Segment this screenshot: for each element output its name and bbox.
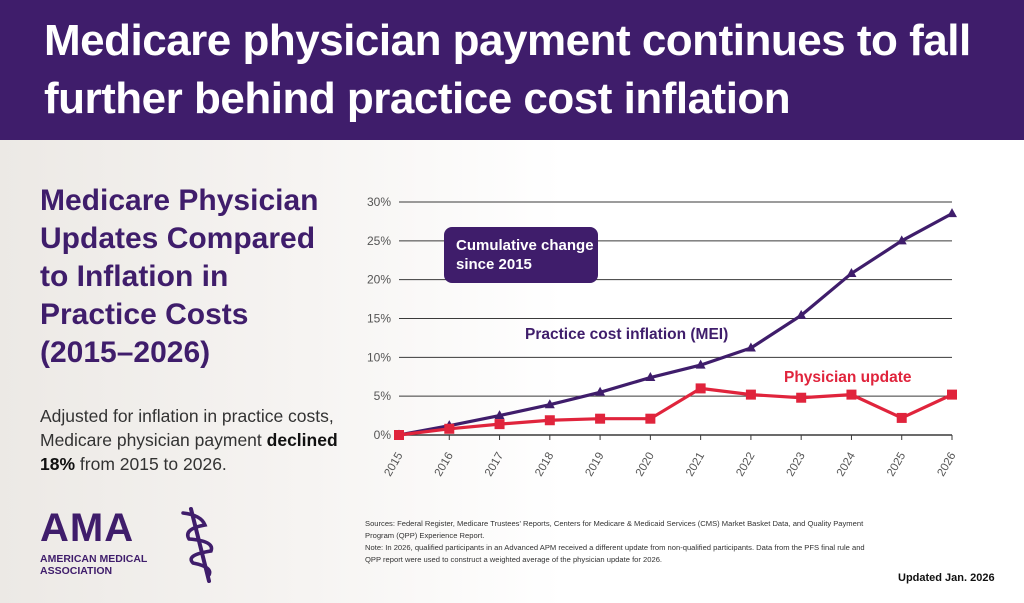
ama-logo-name: AMERICAN MEDICAL ASSOCIATION bbox=[40, 553, 190, 577]
data-point bbox=[494, 410, 505, 420]
summary-text-start: Adjusted for inflation in practice costs… bbox=[40, 406, 334, 450]
data-point bbox=[947, 389, 957, 400]
x-tick-label: 2021 bbox=[684, 451, 707, 479]
data-point bbox=[444, 423, 455, 434]
ama-logo: AMA AMERICAN MEDICAL ASSOCIATION bbox=[40, 505, 230, 595]
x-tick-label: 2015 bbox=[382, 451, 405, 479]
caduceus-staff-icon bbox=[181, 507, 214, 583]
series-line bbox=[398, 212, 953, 437]
data-point bbox=[645, 372, 656, 382]
ama-logo-line1: AMERICAN MEDICAL bbox=[40, 553, 148, 565]
y-tick-label: 10% bbox=[367, 350, 391, 364]
data-point bbox=[947, 208, 957, 218]
data-point bbox=[695, 359, 706, 369]
title-banner: Medicare physician payment continues to … bbox=[0, 0, 1024, 140]
data-point bbox=[896, 235, 907, 245]
chart-callout-text: Cumulative change since 2015 bbox=[456, 237, 594, 273]
x-tick-label: 2020 bbox=[634, 451, 657, 479]
ama-logo-wordmark: AMA bbox=[40, 506, 135, 550]
data-point bbox=[595, 413, 606, 424]
data-point bbox=[745, 389, 756, 400]
y-tick-label: 0% bbox=[374, 428, 392, 442]
data-point bbox=[544, 399, 555, 409]
x-tick-label: 2022 bbox=[734, 451, 757, 479]
data-point bbox=[544, 415, 555, 426]
data-point bbox=[695, 383, 706, 394]
y-tick-label: 5% bbox=[374, 389, 392, 403]
series-line bbox=[398, 386, 953, 437]
data-point bbox=[595, 386, 606, 396]
summary-text-end: from 2015 to 2026. bbox=[75, 454, 227, 474]
summary-text: Adjusted for inflation in practice costs… bbox=[40, 404, 340, 476]
data-point bbox=[896, 412, 907, 423]
y-tick-label: 25% bbox=[367, 234, 391, 248]
data-point bbox=[846, 267, 857, 277]
chart-callout: Cumulative change since 2015 bbox=[444, 227, 598, 283]
x-tick-label: 2024 bbox=[835, 450, 858, 479]
summary-text-highlight: declined 18% bbox=[40, 430, 338, 474]
updated-date: Updated Jan. 2026 bbox=[898, 572, 995, 584]
data-point bbox=[745, 342, 756, 352]
x-tick-label: 2023 bbox=[785, 451, 808, 479]
x-tick-label: 2019 bbox=[583, 451, 606, 479]
y-tick-label: 15% bbox=[367, 312, 391, 326]
data-point bbox=[494, 419, 505, 430]
series-label-mei: Practice cost inflation (MEI) bbox=[525, 326, 729, 343]
data-point bbox=[645, 413, 656, 424]
x-tick-label: 2025 bbox=[885, 451, 908, 479]
y-tick-label: 20% bbox=[367, 273, 391, 287]
series-label-physician-update: Physician update bbox=[784, 369, 912, 386]
x-tick-label: 2026 bbox=[935, 451, 958, 479]
content-area bbox=[0, 140, 1024, 603]
sources-note: Sources: Federal Register, Medicare Trus… bbox=[365, 518, 865, 566]
data-point bbox=[796, 392, 807, 403]
data-point bbox=[796, 309, 807, 319]
line-chart: 0% 5% 10% 15% 20% 25% 30% 2015 2016 2017 2018 2019 2… bbox=[367, 195, 959, 479]
x-tick-label: 2016 bbox=[433, 451, 456, 479]
x-tick-label: 2017 bbox=[483, 451, 506, 479]
y-tick-label: 30% bbox=[367, 195, 391, 209]
x-tick-label: 2018 bbox=[533, 451, 556, 479]
note-text: Note: In 2026, qualified participants in… bbox=[365, 543, 865, 564]
page-title: Medicare physician payment continues to … bbox=[44, 16, 971, 123]
ama-logo-line2: ASSOCIATION bbox=[40, 565, 113, 577]
sources-text: Sources: Federal Register, Medicare Trus… bbox=[365, 519, 864, 540]
data-point bbox=[846, 389, 857, 400]
data-point bbox=[394, 430, 404, 440]
chart-subtitle: Medicare Physician Updates Compared to I… bbox=[40, 184, 319, 369]
